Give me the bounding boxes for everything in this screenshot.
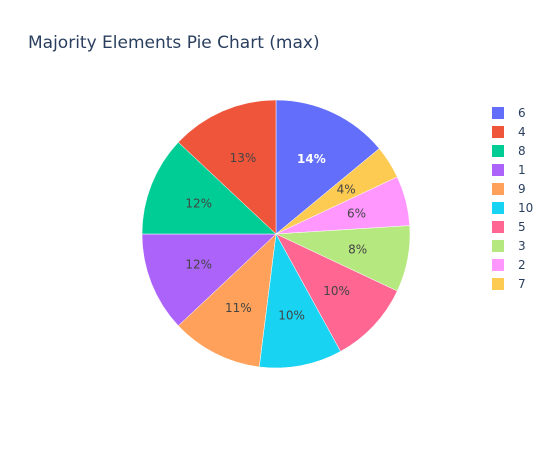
legend-swatch	[492, 277, 504, 290]
legend-item-3[interactable]: 3	[492, 236, 533, 255]
pie-slice-6[interactable]	[275, 99, 380, 235]
slice-percent-label-2: 6%	[347, 206, 366, 220]
slice-percent-label-6: 14%	[297, 152, 326, 166]
legend-label: 5	[518, 219, 526, 234]
legend-item-8[interactable]: 8	[492, 141, 533, 160]
legend-item-1[interactable]: 1	[492, 160, 533, 179]
legend-item-9[interactable]: 9	[492, 179, 533, 198]
slice-percent-label-8: 12%	[185, 196, 212, 210]
legend-label: 3	[518, 238, 526, 253]
legend-label: 8	[518, 143, 526, 158]
legend-label: 7	[518, 276, 526, 291]
slice-percent-label-1: 12%	[185, 258, 212, 272]
legend-swatch	[492, 144, 504, 157]
legend-swatch	[492, 163, 504, 176]
legend-item-4[interactable]: 4	[492, 122, 533, 141]
pie-slice-8[interactable]	[141, 141, 277, 235]
slice-percent-label-5: 10%	[323, 284, 350, 298]
slice-percent-label-3: 8%	[348, 243, 367, 257]
slice-percent-label-9: 11%	[225, 301, 252, 315]
legend-label: 4	[518, 124, 526, 139]
legend[interactable]: 6 4 8 1 9 10 5 3 2 7	[492, 103, 533, 293]
pie-slice-9[interactable]	[177, 233, 277, 368]
legend-item-6[interactable]: 6	[492, 103, 533, 122]
legend-swatch	[492, 106, 504, 119]
legend-swatch	[492, 201, 504, 214]
slice-percent-label-4: 13%	[230, 151, 257, 165]
slice-percent-label-10: 10%	[278, 309, 305, 323]
pie-slice-10[interactable]	[258, 233, 341, 369]
legend-item-10[interactable]: 10	[492, 198, 533, 217]
slice-percent-label-7: 4%	[337, 182, 356, 196]
legend-swatch	[492, 182, 504, 195]
legend-swatch	[492, 258, 504, 271]
legend-label: 2	[518, 257, 526, 272]
legend-item-2[interactable]: 2	[492, 255, 533, 274]
legend-swatch	[492, 125, 504, 138]
legend-label: 9	[518, 181, 526, 196]
legend-swatch	[492, 239, 504, 252]
pie-slice-1[interactable]	[141, 233, 277, 327]
legend-swatch	[492, 220, 504, 233]
legend-item-7[interactable]: 7	[492, 274, 533, 293]
pie-slice-4[interactable]	[177, 99, 277, 235]
legend-label: 10	[518, 200, 534, 215]
legend-item-5[interactable]: 5	[492, 217, 533, 236]
chart-title: Majority Elements Pie Chart (max)	[28, 33, 320, 53]
pie-slice-5[interactable]	[275, 233, 398, 352]
legend-label: 6	[518, 105, 526, 120]
legend-label: 1	[518, 162, 526, 177]
